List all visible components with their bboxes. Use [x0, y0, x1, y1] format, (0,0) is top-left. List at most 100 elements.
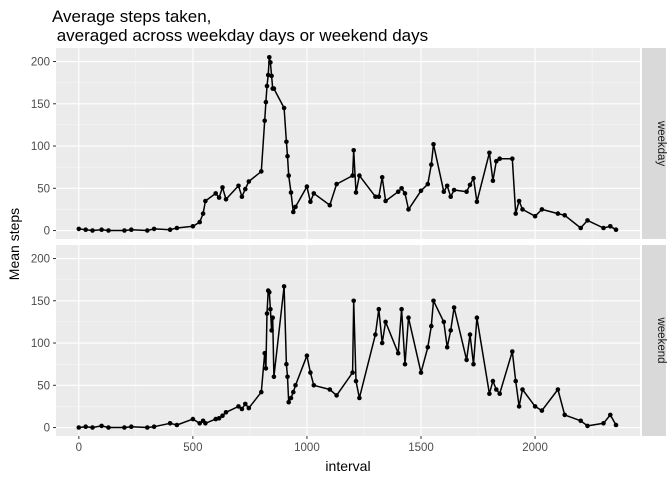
data-point [285, 153, 290, 159]
data-point [497, 391, 503, 397]
data-point [376, 306, 382, 312]
data-point [513, 378, 518, 384]
chart-subtitle: averaged across weekday days or weekend … [52, 26, 428, 45]
y-tick-label: 50 [37, 380, 50, 392]
data-point [99, 227, 104, 232]
data-point [578, 225, 583, 231]
data-point [373, 194, 378, 199]
data-point [601, 421, 606, 426]
data-point [246, 179, 252, 184]
data-point [379, 175, 385, 180]
data-point [510, 349, 515, 354]
data-point [262, 118, 268, 123]
data-point [513, 211, 518, 216]
data-point [532, 404, 538, 409]
data-point [613, 422, 619, 428]
panel-weekday: 0 50 100 150 200 weekday [31, 48, 667, 239]
data-point [464, 357, 469, 363]
data-point [353, 378, 359, 384]
data-point [406, 315, 411, 321]
y-tick-label: 200 [31, 57, 50, 69]
data-point [106, 228, 111, 233]
data-point [351, 298, 357, 304]
data-point [262, 350, 268, 356]
data-point [562, 213, 567, 218]
data-point [467, 332, 473, 337]
data-point [259, 389, 264, 395]
data-point [516, 198, 522, 204]
data-point [406, 207, 411, 212]
data-point [402, 361, 408, 367]
data-point [608, 224, 613, 229]
data-point [293, 204, 298, 210]
data-point [327, 387, 333, 392]
data-point [585, 218, 590, 223]
data-point [429, 162, 434, 167]
y-tick-label: 200 [31, 254, 50, 266]
data-point [608, 412, 613, 418]
data-point [451, 187, 457, 193]
data-point [203, 421, 208, 426]
data-point [243, 401, 248, 407]
data-point [431, 298, 436, 304]
data-point [395, 189, 401, 194]
data-point [291, 389, 296, 395]
data-point [223, 197, 229, 202]
data-point [429, 323, 434, 329]
data-point [145, 228, 150, 233]
data-point [448, 194, 454, 199]
data-point [444, 345, 450, 350]
facet-strip-label: weekday [655, 120, 667, 167]
data-point [487, 150, 492, 156]
data-point [516, 404, 522, 409]
data-point [269, 73, 274, 79]
data-point [76, 226, 82, 232]
data-point [555, 387, 561, 392]
data-point [376, 194, 382, 199]
data-point [327, 202, 333, 208]
data-point [373, 332, 378, 337]
data-point [510, 156, 515, 161]
data-point [190, 224, 196, 229]
panel-background [56, 245, 640, 436]
y-tick-label: 100 [31, 338, 50, 350]
data-point [585, 423, 590, 429]
data-point [539, 207, 545, 212]
data-point [190, 416, 196, 422]
data-point [151, 226, 157, 232]
data-point [271, 86, 277, 91]
data-point [239, 194, 245, 199]
data-point [448, 328, 454, 333]
data-point [494, 158, 499, 164]
data-point [129, 424, 134, 430]
facet-strip [642, 245, 666, 436]
data-point [268, 306, 273, 312]
data-point [259, 169, 264, 174]
data-point [357, 173, 362, 178]
y-tick-label: 100 [31, 141, 50, 153]
data-point [284, 361, 289, 367]
y-tick-label: 0 [44, 423, 50, 435]
data-point [174, 422, 180, 428]
data-point [246, 405, 252, 411]
data-point [236, 183, 241, 189]
data-point [263, 366, 269, 371]
data-point [532, 213, 538, 219]
data-point [197, 219, 202, 225]
data-point [267, 290, 272, 295]
data-point [357, 395, 362, 401]
data-point [213, 191, 218, 196]
x-tick-label: 0 [76, 442, 82, 454]
data-point [271, 374, 277, 380]
data-point [122, 228, 127, 233]
data-point [264, 311, 270, 316]
data-point [311, 383, 317, 388]
panel-background [56, 48, 640, 239]
panel-weekend: 0 50 100 150 200 weekend [31, 245, 667, 436]
data-point [122, 425, 127, 430]
data-point [451, 305, 457, 310]
facet-strip-label: weekend [655, 316, 667, 363]
data-point [539, 408, 545, 413]
data-point [197, 421, 202, 426]
data-point [578, 418, 583, 424]
